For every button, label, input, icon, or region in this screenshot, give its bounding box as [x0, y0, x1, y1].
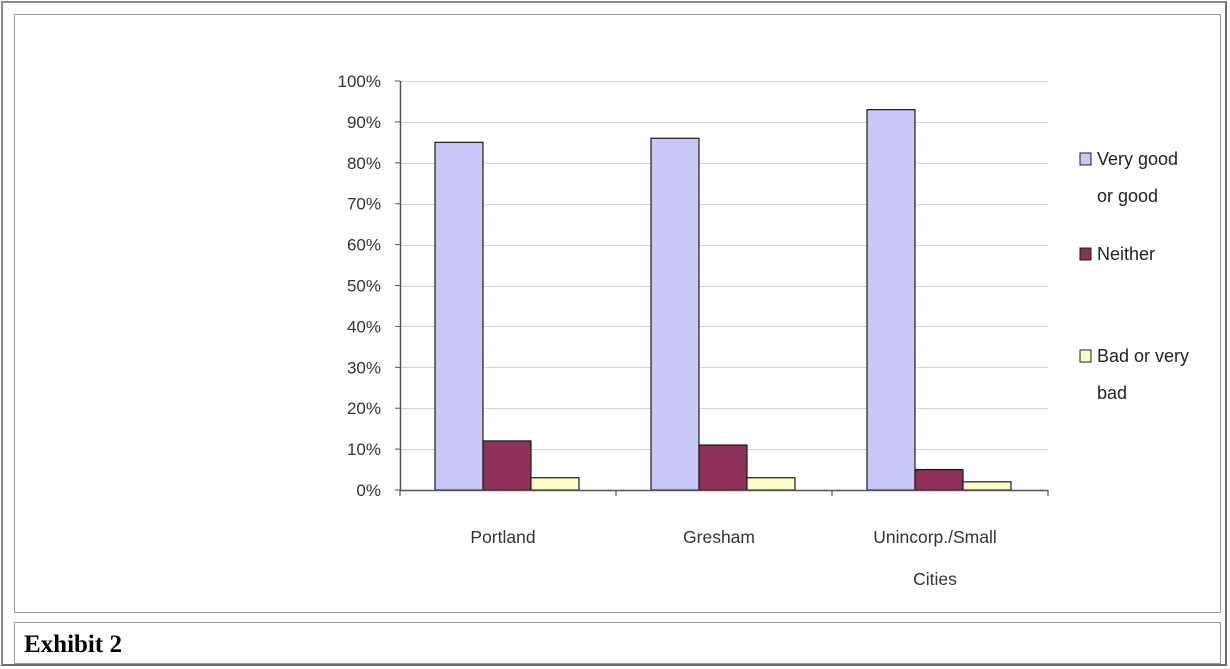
legend-label-2-1: bad: [1097, 383, 1127, 403]
y-tick-label-40: 40%: [347, 317, 381, 336]
legend-label-2-0: Bad or very: [1097, 346, 1189, 366]
bar-unincorp-small-cities-0: [866, 109, 916, 491]
y-tick-label-60: 60%: [347, 236, 381, 255]
chart-cell: 0% 10% 20% 30% 40% 50% 60% 70% 80% 90% 100% Portlan…: [14, 14, 1221, 613]
x-category-label-1-0: Gresham: [683, 527, 755, 547]
bar-portland-0: [434, 141, 484, 491]
bar-chart: 0% 10% 20% 30% 40% 50% 60% 70% 80% 90% 100% Portlan…: [338, 72, 1190, 589]
bar-unincorp-small-cities-2: [962, 481, 1012, 491]
bar-portland-1: [482, 440, 532, 491]
x-category-label-2-0: Unincorp./Small: [873, 527, 997, 547]
y-tick-label-100: 100%: [338, 72, 381, 91]
bar-portland-2: [530, 477, 580, 491]
legend-swatch-2: [1079, 349, 1092, 363]
y-tick-label-0: 0%: [356, 481, 381, 500]
y-tick-label-30: 30%: [347, 358, 381, 377]
bar-unincorp-small-cities-1: [914, 468, 964, 491]
legend-label-0-1: or good: [1097, 186, 1158, 206]
bar-gresham-2: [746, 477, 796, 491]
x-category-label-0-0: Portland: [470, 527, 535, 547]
y-tick-label-90: 90%: [347, 113, 381, 132]
y-tick-label-80: 80%: [347, 154, 381, 173]
legend-label-1-0: Neither: [1097, 244, 1155, 264]
bar-gresham-1: [698, 444, 748, 491]
y-tick-label-10: 10%: [347, 440, 381, 459]
legend-swatch-0: [1079, 152, 1092, 166]
y-tick-label-70: 70%: [347, 195, 381, 214]
exhibit-caption: Exhibit 2: [24, 631, 122, 658]
legend-swatch-1: [1079, 247, 1092, 261]
y-tick-label-50: 50%: [347, 277, 381, 296]
x-category-label-2-1: Cities: [913, 569, 957, 589]
y-tick-label-20: 20%: [347, 399, 381, 418]
bar-gresham-0: [650, 137, 700, 491]
caption-cell: Exhibit 2: [14, 622, 1221, 664]
legend-label-0-0: Very good: [1097, 149, 1178, 169]
